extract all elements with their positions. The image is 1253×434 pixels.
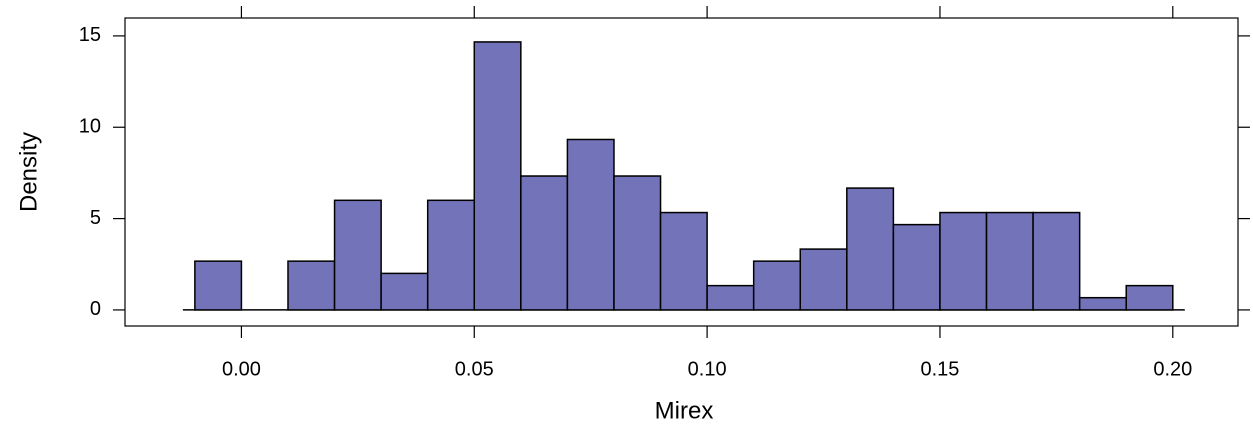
bar bbox=[1032, 211, 1081, 311]
x-tick-label: 0.10 bbox=[688, 358, 727, 380]
bar bbox=[846, 187, 895, 311]
bar bbox=[706, 284, 755, 311]
x-tick-label: 0.20 bbox=[1153, 358, 1192, 380]
bar bbox=[752, 260, 802, 311]
bar bbox=[473, 41, 522, 311]
x-axis-label: Mirex bbox=[655, 397, 714, 424]
bar bbox=[1125, 284, 1174, 311]
bar bbox=[985, 211, 1034, 311]
y-tick-label: 10 bbox=[79, 116, 101, 138]
bar bbox=[1078, 296, 1127, 311]
bar bbox=[613, 175, 662, 311]
x-tick-label: 0.15 bbox=[920, 358, 959, 380]
bar bbox=[566, 138, 615, 311]
bar bbox=[659, 211, 708, 311]
x-tick-label: 0.00 bbox=[222, 358, 261, 380]
plot-frame bbox=[124, 17, 1239, 327]
bar bbox=[287, 260, 336, 311]
y-axis-label: Density bbox=[15, 132, 42, 212]
bar bbox=[194, 260, 243, 311]
bar bbox=[380, 272, 429, 311]
bar bbox=[939, 211, 988, 311]
bar bbox=[426, 199, 476, 311]
y-tick-label: 0 bbox=[90, 298, 101, 320]
x-tick-label: 0.05 bbox=[455, 358, 494, 380]
bar bbox=[799, 248, 848, 311]
bar bbox=[520, 175, 569, 311]
bar bbox=[892, 223, 941, 311]
y-tick-label: 5 bbox=[90, 207, 101, 229]
y-tick-label: 15 bbox=[79, 24, 101, 46]
bar bbox=[333, 199, 382, 311]
